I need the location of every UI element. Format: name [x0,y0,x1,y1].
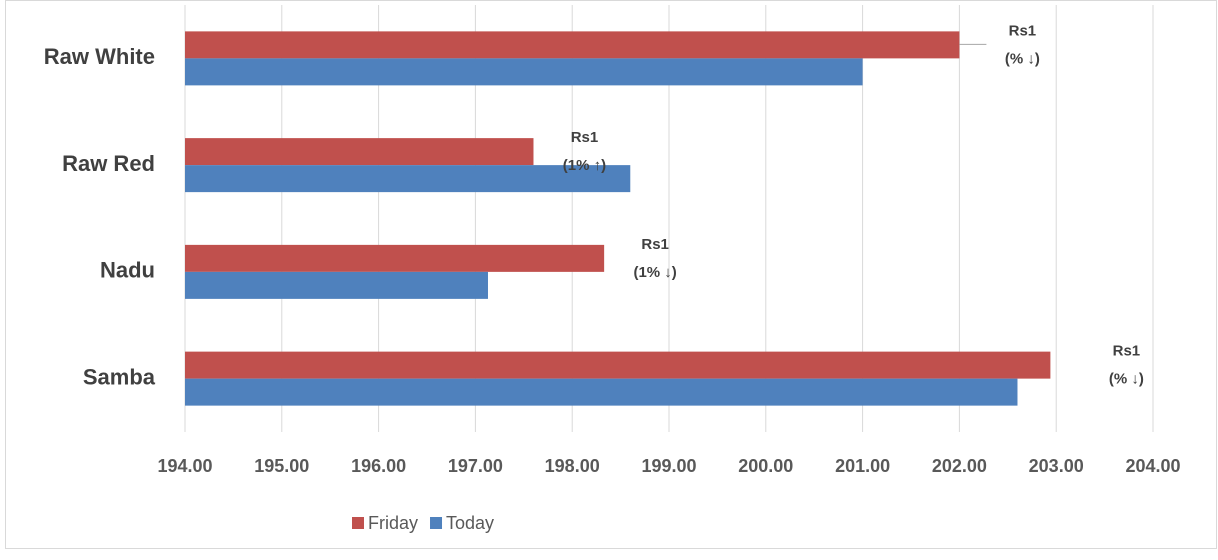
x-tick-label: 202.00 [932,456,987,476]
y-tick-label: Raw Red [62,151,155,176]
x-tick-label: 196.00 [351,456,406,476]
y-tick-label: Samba [83,364,156,389]
annotation: (% ↓) [1005,50,1040,67]
chart-border [5,0,1217,549]
y-tick-label: Raw White [44,44,155,69]
bar [185,244,605,272]
bar [185,378,1018,406]
bar [185,351,1051,379]
annotation: (1% ↓) [633,264,676,281]
x-tick-label: 199.00 [641,456,696,476]
x-tick-label: 194.00 [157,456,212,476]
bar [185,31,960,59]
x-tick-label: 195.00 [254,456,309,476]
x-tick-label: 203.00 [1029,456,1084,476]
annotation: Rs1 [1009,22,1037,39]
bar [185,58,863,86]
x-tick-label: 197.00 [448,456,503,476]
annotation: Rs1 [571,129,599,146]
bar [185,271,488,299]
x-tick-label: 200.00 [738,456,793,476]
legend-swatch [430,517,443,529]
x-tick-label: 201.00 [835,456,890,476]
bar [185,138,534,166]
x-tick-label: 204.00 [1125,456,1180,476]
x-tick-label: 198.00 [545,456,600,476]
legend-swatch [352,517,364,529]
annotation: (% ↓) [1109,371,1144,388]
legend-label: Friday [368,513,418,533]
annotation: Rs1 [641,236,669,253]
legend-label: Today [446,513,494,533]
bar [185,165,631,193]
annotation: (1% ↑) [563,157,606,174]
y-tick-label: Nadu [100,258,155,283]
annotation: Rs1 [1113,343,1141,360]
